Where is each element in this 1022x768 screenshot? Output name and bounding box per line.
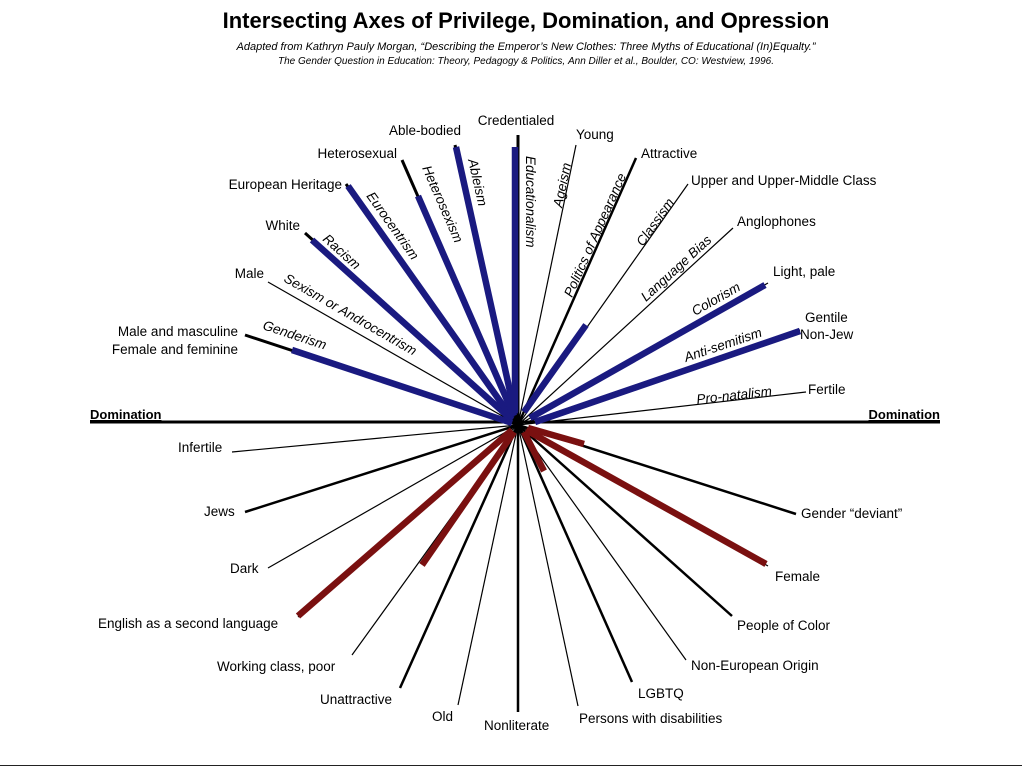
citation-line-2: The Gender Question in Education: Theory… — [0, 56, 1022, 67]
diagram-title: Intersecting Axes of Privilege, Dominati… — [222, 8, 830, 33]
label-unattractive: Unattractive — [320, 692, 392, 707]
axis-appearance: Politics of Appearance — [561, 171, 629, 299]
domination-label-left: Domination — [90, 407, 162, 422]
spoke-infertile — [231, 424, 519, 453]
label-male-masculine: Male and masculine — [118, 324, 238, 339]
spoke-language-bias — [517, 227, 734, 426]
spoke-jews — [244, 423, 519, 514]
spoke-sexism — [267, 281, 519, 426]
spoke-people-of-color — [517, 424, 733, 617]
label-upper-class: Upper and Upper-Middle Class — [691, 173, 877, 188]
domination-label-right: Domination — [869, 407, 941, 422]
label-attractive: Attractive — [641, 146, 697, 161]
spoke-unattractive — [398, 424, 520, 689]
bar-people-of-color — [521, 430, 547, 473]
label-credentialed: Credentialed — [478, 113, 555, 128]
bar-heterosexism — [415, 194, 517, 418]
bar-anti-semitism — [533, 327, 802, 426]
spoke-old — [457, 424, 519, 706]
label-female: Female — [775, 569, 820, 584]
axis-ageism: Ageism — [550, 161, 574, 209]
privilege-bars — [290, 146, 802, 427]
citation-line-1: Adapted from Kathryn Pauly Morgan, “Desc… — [236, 41, 816, 53]
label-gender-deviant: Gender “deviant” — [801, 506, 902, 521]
label-young: Young — [576, 127, 614, 142]
bar-esl — [295, 427, 515, 619]
bottom-divider — [0, 765, 1022, 766]
label-female-feminine: Female and feminine — [112, 342, 238, 357]
axis-genderism: Genderism — [261, 318, 328, 353]
label-european-heritage: European Heritage — [229, 177, 342, 192]
spoke-ageism — [517, 144, 577, 426]
label-infertile: Infertile — [178, 440, 222, 455]
bar-appearance — [521, 323, 589, 414]
label-fertile: Fertile — [808, 382, 846, 397]
label-white: White — [265, 218, 300, 233]
bar-gender-deviant — [527, 424, 585, 448]
axis-educationalism: Educationalism — [523, 156, 538, 248]
bar-racism — [309, 237, 515, 423]
label-light-pale: Light, pale — [773, 264, 835, 279]
label-esl: English as a second language — [98, 616, 278, 631]
bar-eurocentrism — [345, 184, 515, 420]
label-gentile: Gentile — [805, 310, 848, 325]
label-non-jew: Non-Jew — [800, 327, 854, 342]
spoke-appearance — [516, 157, 638, 426]
citation-publisher: Boulder, CO: Westview, 1996. — [641, 56, 775, 67]
label-people-of-color: People of Color — [737, 618, 831, 633]
bar-genderism — [290, 346, 514, 427]
spoke-non-european — [517, 424, 687, 661]
axis-classism: Classism — [633, 195, 677, 248]
label-able-bodied: Able-bodied — [389, 123, 461, 138]
oppression-bars — [295, 424, 768, 619]
label-non-european: Non-European Origin — [691, 658, 819, 673]
axis-pro-natalism: Pro-natalism — [696, 383, 773, 406]
bar-ableism — [452, 146, 519, 415]
spoke-pro-natalism — [517, 391, 807, 426]
label-jews: Jews — [204, 504, 235, 519]
label-anglophones: Anglophones — [737, 214, 816, 229]
label-heterosexual: Heterosexual — [317, 146, 397, 161]
spoke-lgbtq — [516, 424, 634, 683]
label-working-class: Working class, poor — [217, 659, 336, 674]
label-old: Old — [432, 709, 453, 724]
spoke-disabilities — [517, 424, 579, 707]
label-disabilities: Persons with disabilities — [579, 711, 723, 726]
label-dark: Dark — [230, 561, 259, 576]
bar-colorism — [528, 282, 767, 421]
label-lgbtq: LGBTQ — [638, 686, 684, 701]
label-nonliterate: Nonliterate — [484, 718, 549, 733]
bar-working-class — [419, 430, 517, 567]
spoke-dark — [267, 424, 519, 569]
citation-book-title: The Gender Question in Education: Theory… — [277, 56, 566, 67]
label-male: Male — [235, 266, 264, 281]
bar-female — [524, 427, 768, 567]
citation-authors: Ann Diller et al., — [567, 56, 639, 67]
